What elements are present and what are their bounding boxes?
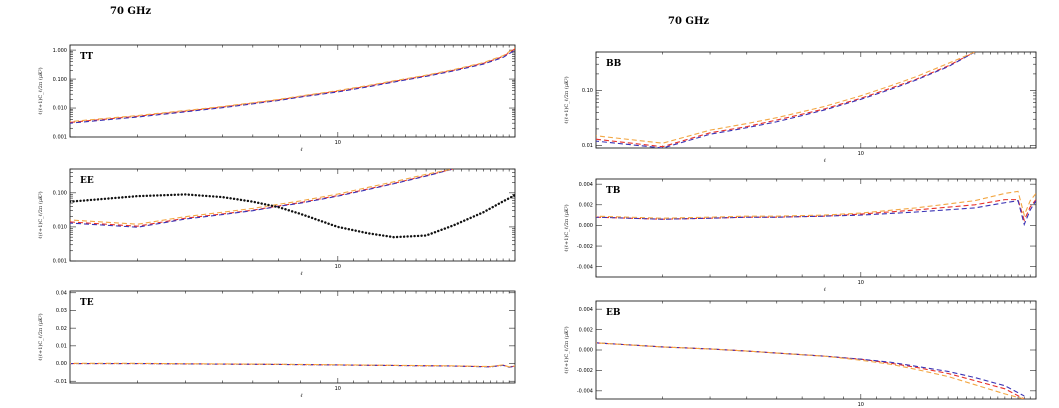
x-axis-label-ee: ℓ xyxy=(300,271,303,277)
series-line-tb-1 xyxy=(596,200,1036,227)
y-axis-label-tt: ℓ(ℓ+1)C_ℓ/2π (μK²) xyxy=(37,67,44,114)
series-line-ee-0 xyxy=(70,169,454,227)
series-line-tb-0 xyxy=(596,199,1036,222)
series-line-bb-0 xyxy=(596,52,976,148)
y-tick-label-tt: 0.100 xyxy=(53,77,67,83)
y-axis-label-bb: ℓ(ℓ+1)C_ℓ/2π (μK²) xyxy=(563,76,570,123)
y-tick-label-tt: 0.001 xyxy=(53,135,67,141)
x-tick-label-eb: 10 xyxy=(858,402,864,408)
panel-label-tt: TT xyxy=(80,52,93,62)
panel-frame-tb xyxy=(595,178,1037,278)
panel-frame-ee xyxy=(69,168,516,262)
series-group-tt xyxy=(70,47,515,124)
panel-bb: 10 0.01 0.10 ℓ ℓ(ℓ+1)C_ℓ/2π (μK²) BB xyxy=(563,51,1037,164)
x-axis-label-te: ℓ xyxy=(300,393,303,399)
y-tick-label-te: 0.02 xyxy=(56,326,67,332)
left-column-title: 70 GHz xyxy=(110,6,151,17)
panel-tt: 10 0.001 0.010 0.100 1.000 ℓ ℓ(ℓ+1)C_ℓ/2π (μK²… xyxy=(37,44,516,153)
series-line-ee-3 xyxy=(70,193,515,239)
series-line-eb-0 xyxy=(596,342,1025,399)
y-tick-label-ee: 0.100 xyxy=(53,191,67,197)
x-axis-label-tt: ℓ xyxy=(300,147,303,153)
x-tick-label-bb: 10 xyxy=(858,151,864,157)
y-tick-label-eb: -0.002 xyxy=(577,368,593,374)
x-axis-label-bb: ℓ xyxy=(824,158,827,164)
right-column-title: 70 GHz xyxy=(668,16,709,27)
y-axis-label-ee: ℓ(ℓ+1)C_ℓ/2π (μK²) xyxy=(37,191,44,238)
panel-label-te: TE xyxy=(80,298,94,308)
series-line-ee-1 xyxy=(70,169,454,228)
panel-label-eb: EB xyxy=(606,308,621,318)
panel-frame-eb xyxy=(595,300,1037,400)
series-line-bb-2 xyxy=(596,52,976,144)
y-tick-label-te: 0.00 xyxy=(56,361,67,367)
y-tick-label-bb: 0.01 xyxy=(582,143,593,149)
y-tick-label-tt: 0.010 xyxy=(53,106,67,112)
panel-label-tb: TB xyxy=(606,186,621,196)
y-tick-label-tb: 0.002 xyxy=(579,202,593,208)
y-tick-label-eb: 0.002 xyxy=(579,327,593,333)
y-tick-label-tb: -0.002 xyxy=(577,244,593,250)
series-group-ee xyxy=(70,169,515,239)
panel-label-ee: EE xyxy=(80,176,94,186)
panel-label-bb: BB xyxy=(606,59,622,69)
panel-frame-tt xyxy=(69,44,516,138)
x-tick-label-tt: 10 xyxy=(335,140,341,146)
y-tick-label-te: 0.01 xyxy=(56,344,67,350)
panel-ee: 10 0.001 0.010 0.100 ℓ ℓ(ℓ+1)C_ℓ/2π (μK²) EE xyxy=(37,168,516,277)
panel-eb: 10-0.004-0.0020.0000.0020.004ℓℓ(ℓ+1)C_ℓ/… xyxy=(563,300,1037,408)
y-tick-label-tb: 0.004 xyxy=(579,182,593,188)
series-line-tt-0 xyxy=(70,48,515,123)
series-line-ee-2 xyxy=(70,169,454,225)
y-axis-label-eb: ℓ(ℓ+1)C_ℓ/2π (μK²) xyxy=(563,326,570,373)
panel-frame-te xyxy=(69,290,516,384)
y-tick-label-eb: 0.000 xyxy=(579,348,593,354)
panel-frame-bb xyxy=(595,51,1037,149)
panel-tb: 10 -0.004 -0.002 0.000 0.002 0.004 ℓ ℓ(ℓ+1)C_ℓ/… xyxy=(563,178,1037,293)
y-tick-label-eb: -0.004 xyxy=(577,389,593,395)
series-group-te xyxy=(70,362,515,368)
panels: 10 0.001 0.010 0.100 1.000 ℓ ℓ(ℓ+1)C_ℓ/2π (μK²… xyxy=(37,44,1037,408)
series-line-bb-1 xyxy=(596,52,976,148)
series-line-tb-2 xyxy=(596,190,1036,219)
panel-te: 10 -0.01 0.00 0.01 0.02 0.03 0.04 ℓ ℓ(ℓ+1)C_ℓ/2π… xyxy=(37,290,516,399)
y-tick-label-eb: 0.004 xyxy=(579,307,593,313)
y-axis-label-tb: ℓ(ℓ+1)C_ℓ/2π (μK²) xyxy=(563,204,570,251)
y-tick-label-ee: 0.001 xyxy=(53,259,67,265)
series-line-tt-2 xyxy=(70,47,515,123)
series-group-eb xyxy=(596,342,1025,399)
x-tick-label-ee: 10 xyxy=(335,264,341,270)
series-line-eb-2 xyxy=(596,342,1025,399)
x-tick-label-tb: 10 xyxy=(858,280,864,286)
x-tick-label-te: 10 xyxy=(335,386,341,392)
y-tick-label-ee: 0.010 xyxy=(53,225,67,231)
y-tick-label-bb: 0.10 xyxy=(582,88,593,94)
y-tick-label-te: -0.01 xyxy=(54,379,67,385)
series-line-te-2 xyxy=(70,362,515,368)
series-line-eb-1 xyxy=(596,342,1025,397)
y-tick-label-tb: 0.000 xyxy=(579,223,593,229)
series-group-bb xyxy=(596,52,976,148)
x-axis-label-tb: ℓ xyxy=(824,287,827,293)
series-group-tb xyxy=(596,190,1036,227)
y-tick-label-te: 0.03 xyxy=(56,308,67,314)
y-tick-label-tt: 1.000 xyxy=(53,48,67,54)
y-axis-label-te: ℓ(ℓ+1)C_ℓ/2π (μK²) xyxy=(37,313,44,360)
y-tick-label-tb: -0.004 xyxy=(577,264,593,270)
series-line-tt-1 xyxy=(70,49,515,124)
y-tick-label-te: 0.04 xyxy=(56,290,67,296)
